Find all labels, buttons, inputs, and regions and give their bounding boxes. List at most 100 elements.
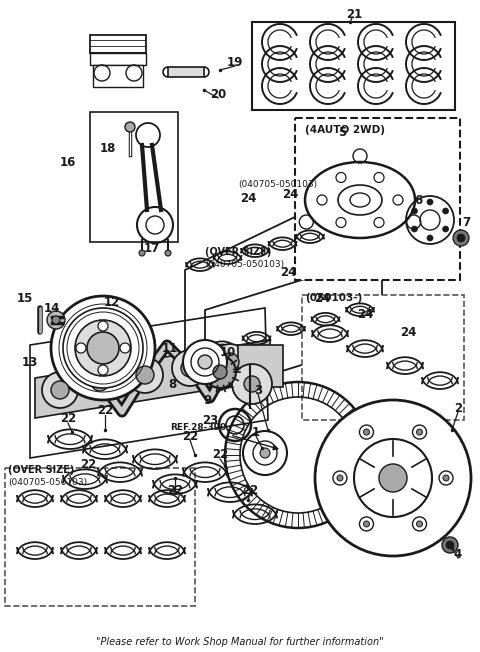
Circle shape <box>139 250 145 256</box>
Circle shape <box>360 425 373 439</box>
Circle shape <box>232 364 272 404</box>
Text: (4AUTO 2WD): (4AUTO 2WD) <box>305 125 385 135</box>
Text: 22: 22 <box>80 458 96 471</box>
Text: "Please refer to Work Shop Manual for further information": "Please refer to Work Shop Manual for fu… <box>96 637 384 647</box>
Circle shape <box>443 226 449 232</box>
Circle shape <box>374 218 384 228</box>
Text: 24: 24 <box>314 291 330 304</box>
Circle shape <box>363 429 370 435</box>
Circle shape <box>42 372 78 408</box>
Text: 9: 9 <box>204 394 212 406</box>
Circle shape <box>181 359 199 377</box>
Text: 24: 24 <box>357 308 373 321</box>
Text: 23: 23 <box>202 413 218 426</box>
Text: REF.28-390: REF.28-390 <box>170 424 226 432</box>
Circle shape <box>172 350 208 386</box>
Circle shape <box>427 199 433 205</box>
Text: (040705-050103): (040705-050103) <box>238 181 317 190</box>
Circle shape <box>363 521 370 527</box>
Circle shape <box>443 208 449 214</box>
Text: 1: 1 <box>252 426 260 439</box>
Circle shape <box>336 173 346 183</box>
Bar <box>238 345 283 387</box>
Circle shape <box>127 357 163 393</box>
Circle shape <box>98 365 108 375</box>
Text: 22: 22 <box>60 411 76 424</box>
Circle shape <box>51 296 155 400</box>
Circle shape <box>453 230 469 246</box>
Text: 15: 15 <box>17 291 33 304</box>
Text: (OVER SIZE): (OVER SIZE) <box>205 247 271 257</box>
Circle shape <box>212 344 248 380</box>
Text: 24: 24 <box>400 325 416 338</box>
Circle shape <box>427 235 433 241</box>
Text: 22: 22 <box>167 484 183 497</box>
Circle shape <box>87 332 119 364</box>
Text: 22: 22 <box>97 404 113 417</box>
Bar <box>252 22 455 110</box>
Circle shape <box>63 308 143 388</box>
Circle shape <box>411 226 418 232</box>
Text: 8: 8 <box>168 379 176 391</box>
Circle shape <box>51 381 69 399</box>
Bar <box>90 112 178 242</box>
Text: 24: 24 <box>280 267 296 280</box>
Circle shape <box>82 364 118 400</box>
Text: (040705-050103): (040705-050103) <box>8 479 87 488</box>
Text: 21: 21 <box>346 8 362 20</box>
Circle shape <box>244 376 260 392</box>
Text: 22: 22 <box>182 430 198 443</box>
Text: 7: 7 <box>462 216 470 228</box>
Text: 22: 22 <box>212 449 228 462</box>
Text: 10: 10 <box>220 346 236 359</box>
Circle shape <box>442 537 458 553</box>
Circle shape <box>125 122 135 132</box>
Circle shape <box>213 365 227 379</box>
Text: 3: 3 <box>254 383 262 396</box>
Circle shape <box>165 250 171 256</box>
Circle shape <box>393 195 403 205</box>
Circle shape <box>76 343 86 353</box>
Text: 18: 18 <box>100 141 116 155</box>
Circle shape <box>412 517 427 531</box>
Bar <box>5 468 195 606</box>
Circle shape <box>204 356 236 388</box>
Text: 2: 2 <box>454 402 462 415</box>
Circle shape <box>91 373 109 391</box>
Text: 13: 13 <box>22 355 38 368</box>
Circle shape <box>198 355 212 369</box>
Circle shape <box>417 429 422 435</box>
Circle shape <box>136 366 154 384</box>
Circle shape <box>374 173 384 183</box>
Text: 12: 12 <box>104 295 120 308</box>
Circle shape <box>333 471 347 485</box>
Circle shape <box>411 208 418 214</box>
Bar <box>168 67 204 77</box>
Circle shape <box>443 475 449 481</box>
Text: 24: 24 <box>282 188 298 201</box>
Text: 22: 22 <box>242 484 258 497</box>
Circle shape <box>221 353 239 371</box>
Circle shape <box>412 425 427 439</box>
Text: (OVER SIZE): (OVER SIZE) <box>8 465 74 475</box>
Text: 24: 24 <box>240 192 256 205</box>
Circle shape <box>336 218 346 228</box>
Circle shape <box>315 400 471 556</box>
Text: 20: 20 <box>210 89 226 102</box>
Circle shape <box>98 321 108 331</box>
Circle shape <box>337 475 343 481</box>
Circle shape <box>183 340 227 384</box>
Bar <box>90 35 146 53</box>
Text: 4: 4 <box>454 548 462 561</box>
Polygon shape <box>35 340 270 418</box>
Text: 16: 16 <box>60 155 76 168</box>
Circle shape <box>75 320 131 376</box>
Text: 19: 19 <box>227 55 243 68</box>
Circle shape <box>120 343 130 353</box>
Circle shape <box>260 448 270 458</box>
Circle shape <box>417 521 422 527</box>
Bar <box>90 53 146 65</box>
Polygon shape <box>185 200 330 360</box>
Polygon shape <box>205 255 382 395</box>
Circle shape <box>52 316 60 324</box>
